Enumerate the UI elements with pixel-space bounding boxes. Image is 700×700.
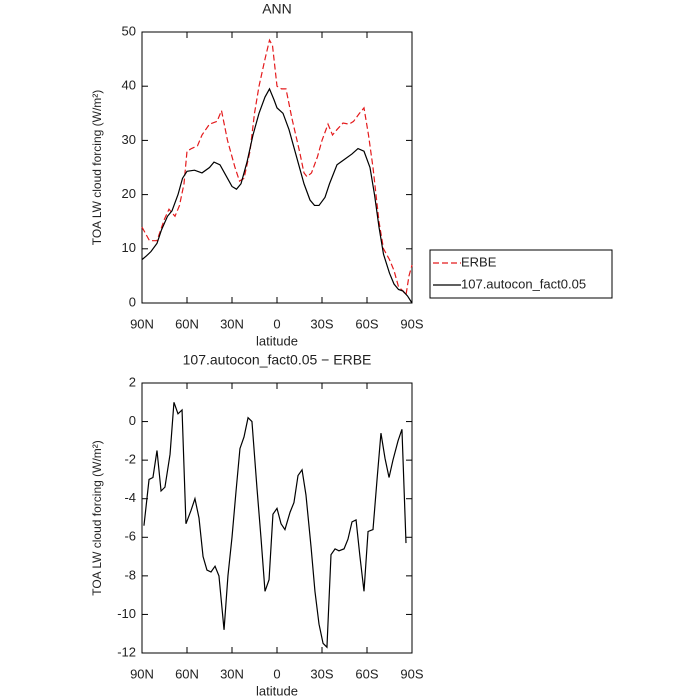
x-tick-label: 90N bbox=[130, 666, 154, 681]
chart-title: ANN bbox=[262, 1, 292, 17]
x-tick-label: 60S bbox=[355, 316, 378, 331]
x-tick-label: 60N bbox=[175, 316, 199, 331]
y-axis-label: TOA LW cloud forcing (W/m²) bbox=[90, 90, 104, 246]
y-tick-label: 30 bbox=[122, 132, 136, 147]
y-tick-label: 10 bbox=[122, 240, 136, 255]
data-line bbox=[141, 87, 413, 304]
y-tick-label: 50 bbox=[122, 23, 136, 38]
chart-title: 107.autocon_fact0.05 − ERBE bbox=[183, 352, 372, 368]
y-tick-label: 0 bbox=[129, 413, 136, 428]
x-tick-label: 30S bbox=[310, 316, 333, 331]
y-tick-label: -6 bbox=[124, 529, 136, 544]
x-axis-label: latitude bbox=[256, 333, 298, 348]
legend-label: 107.autocon_fact0.05 bbox=[461, 276, 586, 291]
x-tick-label: 0 bbox=[273, 666, 280, 681]
plot-frame bbox=[141, 31, 413, 304]
y-tick-label: 2 bbox=[129, 374, 136, 389]
y-tick-label: 40 bbox=[122, 78, 136, 93]
y-axis-label: TOA LW cloud forcing (W/m²) bbox=[90, 440, 104, 596]
data-line bbox=[141, 38, 413, 297]
y-tick-label: 0 bbox=[129, 294, 136, 309]
legend-label: ERBE bbox=[461, 254, 497, 269]
x-tick-label: 60S bbox=[355, 666, 378, 681]
x-tick-label: 0 bbox=[273, 316, 280, 331]
y-tick-label: -2 bbox=[124, 452, 136, 467]
x-tick-label: 90N bbox=[130, 316, 154, 331]
x-tick-label: 30S bbox=[310, 666, 333, 681]
x-tick-label: 90S bbox=[400, 316, 423, 331]
data-line bbox=[143, 402, 407, 649]
y-tick-label: -4 bbox=[124, 490, 136, 505]
x-tick-label: 30N bbox=[220, 666, 244, 681]
x-tick-label: 30N bbox=[220, 316, 244, 331]
y-tick-label: -8 bbox=[124, 567, 136, 582]
x-tick-label: 90S bbox=[400, 666, 423, 681]
plot-frame bbox=[141, 382, 413, 654]
y-tick-label: -10 bbox=[117, 606, 136, 621]
x-axis-label: latitude bbox=[256, 683, 298, 698]
y-tick-label: -12 bbox=[117, 644, 136, 659]
x-tick-label: 60N bbox=[175, 666, 199, 681]
y-tick-label: 20 bbox=[122, 186, 136, 201]
legend-box bbox=[429, 249, 613, 299]
